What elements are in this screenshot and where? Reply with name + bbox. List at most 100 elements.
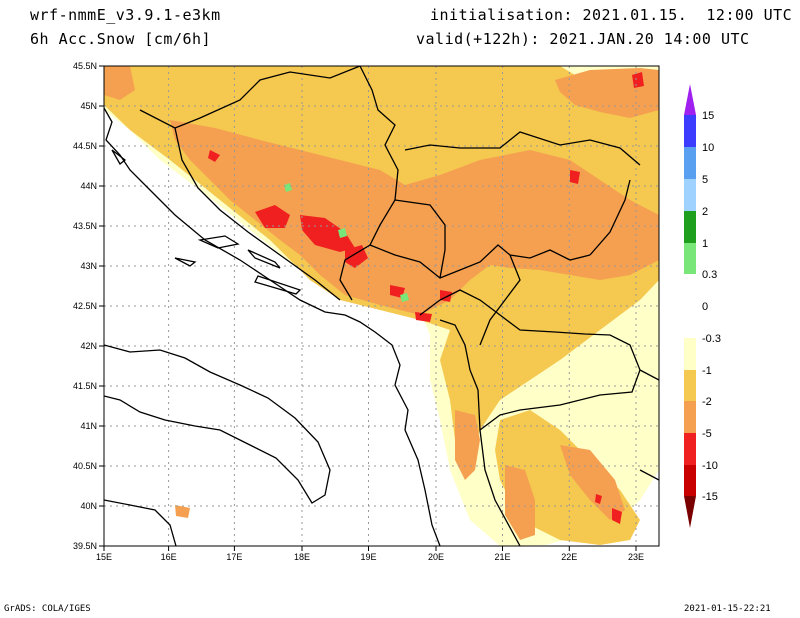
border-line (139, 66, 361, 129)
lat-label: 42.5N (73, 301, 97, 311)
legend-label: -1 (702, 365, 712, 377)
heavy-snow-area (560, 445, 625, 520)
tick-marks (99, 65, 637, 551)
lat-label: 43N (80, 261, 97, 271)
lat-label: 45.5N (73, 61, 97, 71)
legend-label: 2 (702, 206, 708, 218)
island (197, 235, 240, 249)
italy-coast (104, 344, 331, 504)
legend-labels: 15 10 5 2 1 0.3 0 -0.3 -1 -2 -5 -10 -15 (702, 110, 721, 503)
very-heavy-snow-area (595, 494, 602, 504)
legend-label: -10 (702, 460, 718, 472)
lat-label: 43.5N (73, 221, 97, 231)
light-green-snow-spot (400, 293, 409, 302)
italy-heel-coast (104, 499, 177, 546)
variable-title: 6h Acc.Snow [cm/6h] (30, 30, 212, 48)
very-heavy-snow-area (440, 290, 452, 302)
very-heavy-snow-area (570, 170, 580, 184)
legend-label: 5 (702, 174, 708, 186)
border-line (439, 319, 521, 546)
adriatic-east-coast (104, 107, 441, 546)
very-heavy-snow-area (255, 205, 290, 228)
valid-time: valid(+122h): 2021.JAN.20 14:00 UTC (416, 30, 750, 48)
lon-label: 16E (161, 552, 177, 562)
border-line (479, 254, 521, 346)
legend-swatch (684, 115, 696, 147)
island (111, 149, 127, 165)
border-line (589, 179, 631, 256)
border-line (419, 289, 641, 431)
lat-label: 40.5N (73, 461, 97, 471)
lat-label: 41.5N (73, 381, 97, 391)
legend-swatch (684, 465, 696, 496)
light-green-snow-spot (338, 228, 347, 238)
heavy-snow-area (175, 505, 190, 518)
border-line (339, 66, 399, 301)
light-green-snow-spot (284, 183, 292, 192)
lat-label: 42N (80, 341, 97, 351)
island (247, 249, 281, 269)
lat-label: 41N (80, 421, 97, 431)
lon-label: 23E (628, 552, 644, 562)
legend-swatch (684, 338, 696, 370)
lat-label: 40N (80, 501, 97, 511)
footer-timestamp: 2021-01-15-22:21 (684, 604, 771, 614)
lat-label: 44.5N (73, 141, 97, 151)
legend-label: 1 (702, 238, 708, 250)
border-line (394, 199, 446, 279)
border-line (174, 127, 341, 301)
legend-label: -2 (702, 396, 712, 408)
heavy-snow-area (455, 410, 480, 480)
coastlines-borders (104, 66, 659, 546)
legend-swatch (684, 306, 696, 338)
island (174, 257, 197, 267)
legend-swatch (684, 179, 696, 211)
initialisation-time: initialisation: 2021.01.15. 12:00 UTC (430, 6, 793, 24)
island (254, 275, 302, 295)
legend-label: 10 (702, 142, 714, 154)
legend-swatch (684, 243, 696, 274)
very-heavy-snow-area (415, 312, 432, 322)
very-heavy-snow-area (345, 245, 368, 268)
legend-swatch (684, 211, 696, 243)
lon-label: 17E (226, 552, 242, 562)
lat-label: 44N (80, 181, 97, 191)
lon-label: 22E (561, 552, 577, 562)
legend-label: -5 (702, 428, 712, 440)
legend-label: 0.3 (702, 269, 717, 281)
very-heavy-snow-area (300, 215, 355, 252)
lat-labels: 45.5N 45N 44.5N 44N 43.5N 43N 42.5N 42N … (73, 61, 97, 551)
legend-swatch (684, 274, 696, 306)
border-line (639, 369, 659, 381)
very-heavy-snow-area (632, 72, 644, 88)
legend-label: 0 (702, 301, 708, 313)
border-line (639, 469, 659, 481)
lon-label: 15E (96, 552, 112, 562)
heavy-snow-area (505, 465, 535, 540)
lat-label: 39.5N (73, 541, 97, 551)
legend-colorbar (684, 84, 696, 528)
legend-swatch (684, 147, 696, 179)
heavy-snow-area (104, 66, 135, 100)
very-heavy-snow-area (612, 508, 622, 524)
legend-label: -0.3 (702, 333, 721, 345)
legend-label: -15 (702, 491, 718, 503)
very-heavy-snow-area (208, 150, 220, 162)
footer-credit: GrADS: COLA/IGES (4, 604, 91, 614)
border-line (369, 244, 591, 279)
legend-arrow-bottom (684, 496, 696, 528)
lon-label: 19E (360, 552, 376, 562)
lon-label: 18E (294, 552, 310, 562)
lon-labels: 15E 16E 17E 18E 19E 20E 21E 22E 23E (96, 552, 644, 562)
lon-label: 20E (428, 552, 444, 562)
legend-swatch (684, 433, 696, 465)
legend-label: 15 (702, 110, 714, 122)
model-title: wrf-nmmE_v3.9.1-e3km (30, 6, 221, 24)
lat-label: 45N (80, 101, 97, 111)
legend-swatch (684, 370, 696, 401)
legend-swatch (684, 401, 696, 433)
legend-arrow-top (684, 84, 696, 115)
border-line (404, 131, 641, 166)
lon-label: 21E (494, 552, 510, 562)
